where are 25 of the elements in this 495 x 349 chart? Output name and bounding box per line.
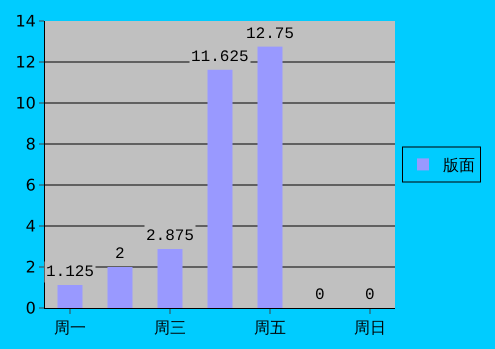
legend-label: 版面 xyxy=(443,156,475,175)
data-label: 2 xyxy=(115,245,125,263)
data-label: 0 xyxy=(365,286,375,304)
data-label: 2.875 xyxy=(146,227,194,245)
y-tick-label: 14 xyxy=(15,12,36,31)
bar xyxy=(258,46,282,308)
bar xyxy=(108,267,132,308)
x-tick-label: 周五 xyxy=(254,318,286,338)
y-tick-label: 4 xyxy=(26,216,36,236)
y-tick-label: 0 xyxy=(26,298,36,318)
y-tick-label: 10 xyxy=(15,94,36,113)
data-label: 11.625 xyxy=(191,48,249,66)
y-tick-label: 12 xyxy=(15,52,36,72)
x-tick-label: 周三 xyxy=(154,318,186,338)
bar xyxy=(58,284,82,308)
y-tick-label: 2 xyxy=(26,258,36,277)
data-label: 12.75 xyxy=(246,25,294,43)
y-tick-label: 8 xyxy=(26,134,36,154)
y-tick-label: 6 xyxy=(26,176,36,195)
data-label: 0 xyxy=(315,286,325,304)
bar xyxy=(208,70,232,308)
x-tick-label: 周一 xyxy=(54,318,86,338)
data-label: 1.125 xyxy=(46,263,94,281)
x-tick-label: 周日 xyxy=(354,318,386,338)
bar xyxy=(158,249,182,308)
